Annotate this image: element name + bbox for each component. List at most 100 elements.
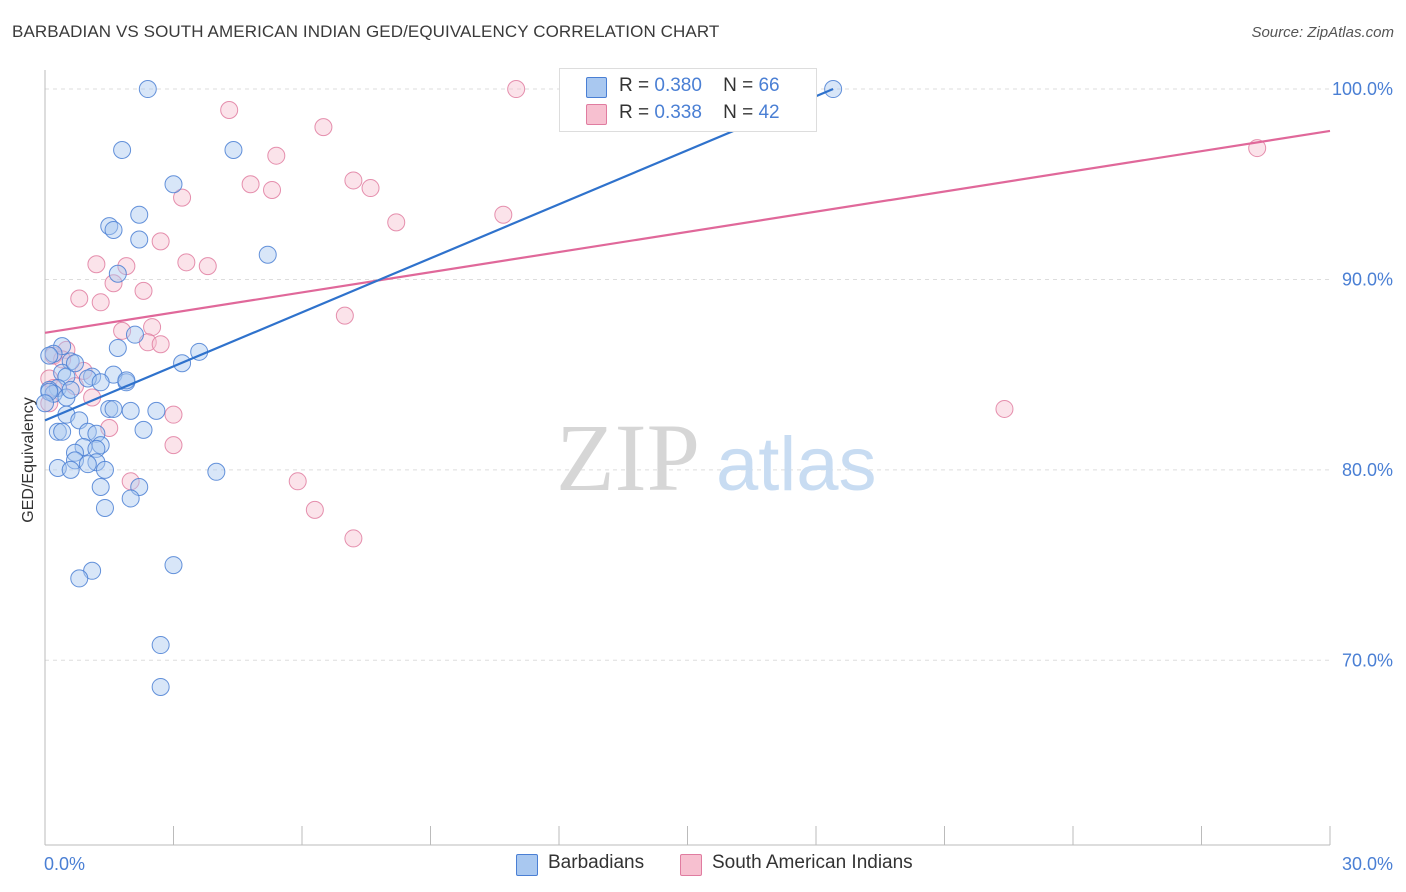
barbadian-point (147, 401, 166, 420)
r-value: 0.338 (654, 102, 702, 123)
n-value: 42 (758, 102, 780, 123)
barbadian-point (40, 382, 59, 401)
south-american-indian-point (335, 306, 354, 325)
barbadian-point (95, 498, 114, 517)
x-tick-label: 30.0% (1342, 854, 1393, 874)
barbadian-point (151, 677, 170, 696)
south-american-indian-point (267, 146, 286, 165)
y-tick-label: 100.0% (1332, 79, 1393, 99)
x-tick-label: 0.0% (44, 854, 85, 874)
barbadian-point (138, 80, 157, 99)
south-american-indian-point (263, 180, 282, 199)
barbadian-point (151, 636, 170, 655)
barbadian-point (121, 401, 140, 420)
south-american-indian-point (177, 253, 196, 272)
south-american-indian-point (151, 335, 170, 354)
chart-title: BARBADIAN VS SOUTH AMERICAN INDIAN GED/E… (12, 22, 720, 41)
barbadian-point (108, 339, 127, 358)
south-american-indian-point (344, 529, 363, 548)
south-american-indian-point (151, 232, 170, 251)
grid-lines (45, 88, 1330, 661)
south-american-indians-trend-line (44, 129, 1331, 334)
n-value: 66 (758, 75, 780, 96)
legend-swatch-pink (586, 104, 607, 125)
south-american-indian-point (288, 472, 307, 491)
barbadian-point (78, 455, 97, 474)
barbadian-point (95, 460, 114, 479)
south-american-indian-point (241, 175, 260, 194)
bottom-legend-label: Barbadians (548, 852, 645, 873)
barbadian-point (164, 175, 183, 194)
south-american-indian-point (344, 171, 363, 190)
series-barbadians (36, 80, 843, 696)
r-label: R = (619, 102, 650, 123)
trend-lines (44, 88, 1331, 422)
watermark-atlas: atlas (716, 422, 877, 507)
n-label: N = (723, 75, 754, 96)
barbadian-point (113, 140, 132, 159)
barbadian-point (130, 230, 149, 249)
n-label: N = (723, 102, 754, 123)
south-american-indian-point (361, 179, 380, 198)
barbadian-point (87, 439, 106, 458)
source-credit: Source: ZipAtlas.com (1251, 24, 1394, 41)
correlation-legend: R = 0.380 N = 66 R = 0.338 N = 42 (559, 68, 817, 132)
south-american-indian-point (143, 318, 162, 337)
barbadian-point (100, 399, 119, 418)
tick-labels: 70.0% 80.0% 90.0% 100.0% 0.0% 30.0% (44, 79, 1393, 874)
bottom-legend-label: South American Indians (712, 852, 913, 873)
barbadian-point (70, 569, 89, 588)
barbadian-point (224, 140, 243, 159)
south-american-indian-point (173, 188, 192, 207)
south-american-indian-point (198, 257, 217, 276)
south-american-indian-point (494, 205, 513, 224)
y-axis-label: GED/Equivalency (20, 397, 37, 522)
r-value: 0.380 (654, 75, 702, 96)
barbadian-point (87, 424, 106, 443)
south-american-indian-point (387, 213, 406, 232)
barbadian-point (48, 422, 67, 441)
barbadian-point (121, 489, 140, 508)
barbadian-point (207, 462, 226, 481)
y-tick-label: 90.0% (1342, 269, 1393, 289)
south-american-indian-point (507, 80, 526, 99)
bottom-legend-swatch-pink (680, 854, 702, 876)
barbadian-point (40, 346, 59, 365)
barbadian-point (91, 373, 110, 392)
barbadian-point (108, 264, 127, 283)
barbadian-point (125, 325, 144, 344)
watermark-zip: ZIP (556, 404, 700, 511)
legend-text: R = 0.380 N = 66 (619, 75, 780, 97)
south-american-indian-point (164, 405, 183, 424)
barbadian-point (104, 220, 123, 239)
south-american-indian-point (87, 255, 106, 274)
south-american-indian-point (305, 500, 324, 519)
south-american-indian-point (134, 281, 153, 300)
barbadian-point (65, 443, 84, 462)
south-american-indian-point (220, 100, 239, 119)
barbadian-point (36, 394, 54, 413)
barbadian-point (65, 354, 84, 373)
y-tick-label: 80.0% (1342, 460, 1393, 480)
barbadian-point (61, 460, 80, 479)
barbadian-point (91, 478, 110, 497)
barbadian-point (104, 399, 123, 418)
barbadian-point (164, 556, 183, 575)
barbadians-trend-line (44, 88, 834, 422)
watermark: ZIP atlas (556, 404, 877, 511)
r-label: R = (619, 75, 650, 96)
barbadian-point (61, 380, 80, 399)
south-american-indian-point (314, 118, 333, 137)
south-american-indian-point (91, 293, 110, 312)
barbadian-point (53, 422, 72, 441)
south-american-indian-point (70, 289, 89, 308)
legend-text: R = 0.338 N = 42 (619, 102, 780, 124)
y-tick-label: 70.0% (1342, 650, 1393, 670)
south-american-indian-point (995, 399, 1014, 418)
barbadian-point (258, 245, 277, 264)
axes (44, 70, 1331, 846)
barbadian-point (134, 420, 153, 439)
bottom-legend-swatch-blue (516, 854, 538, 876)
barbadian-point (130, 205, 149, 224)
